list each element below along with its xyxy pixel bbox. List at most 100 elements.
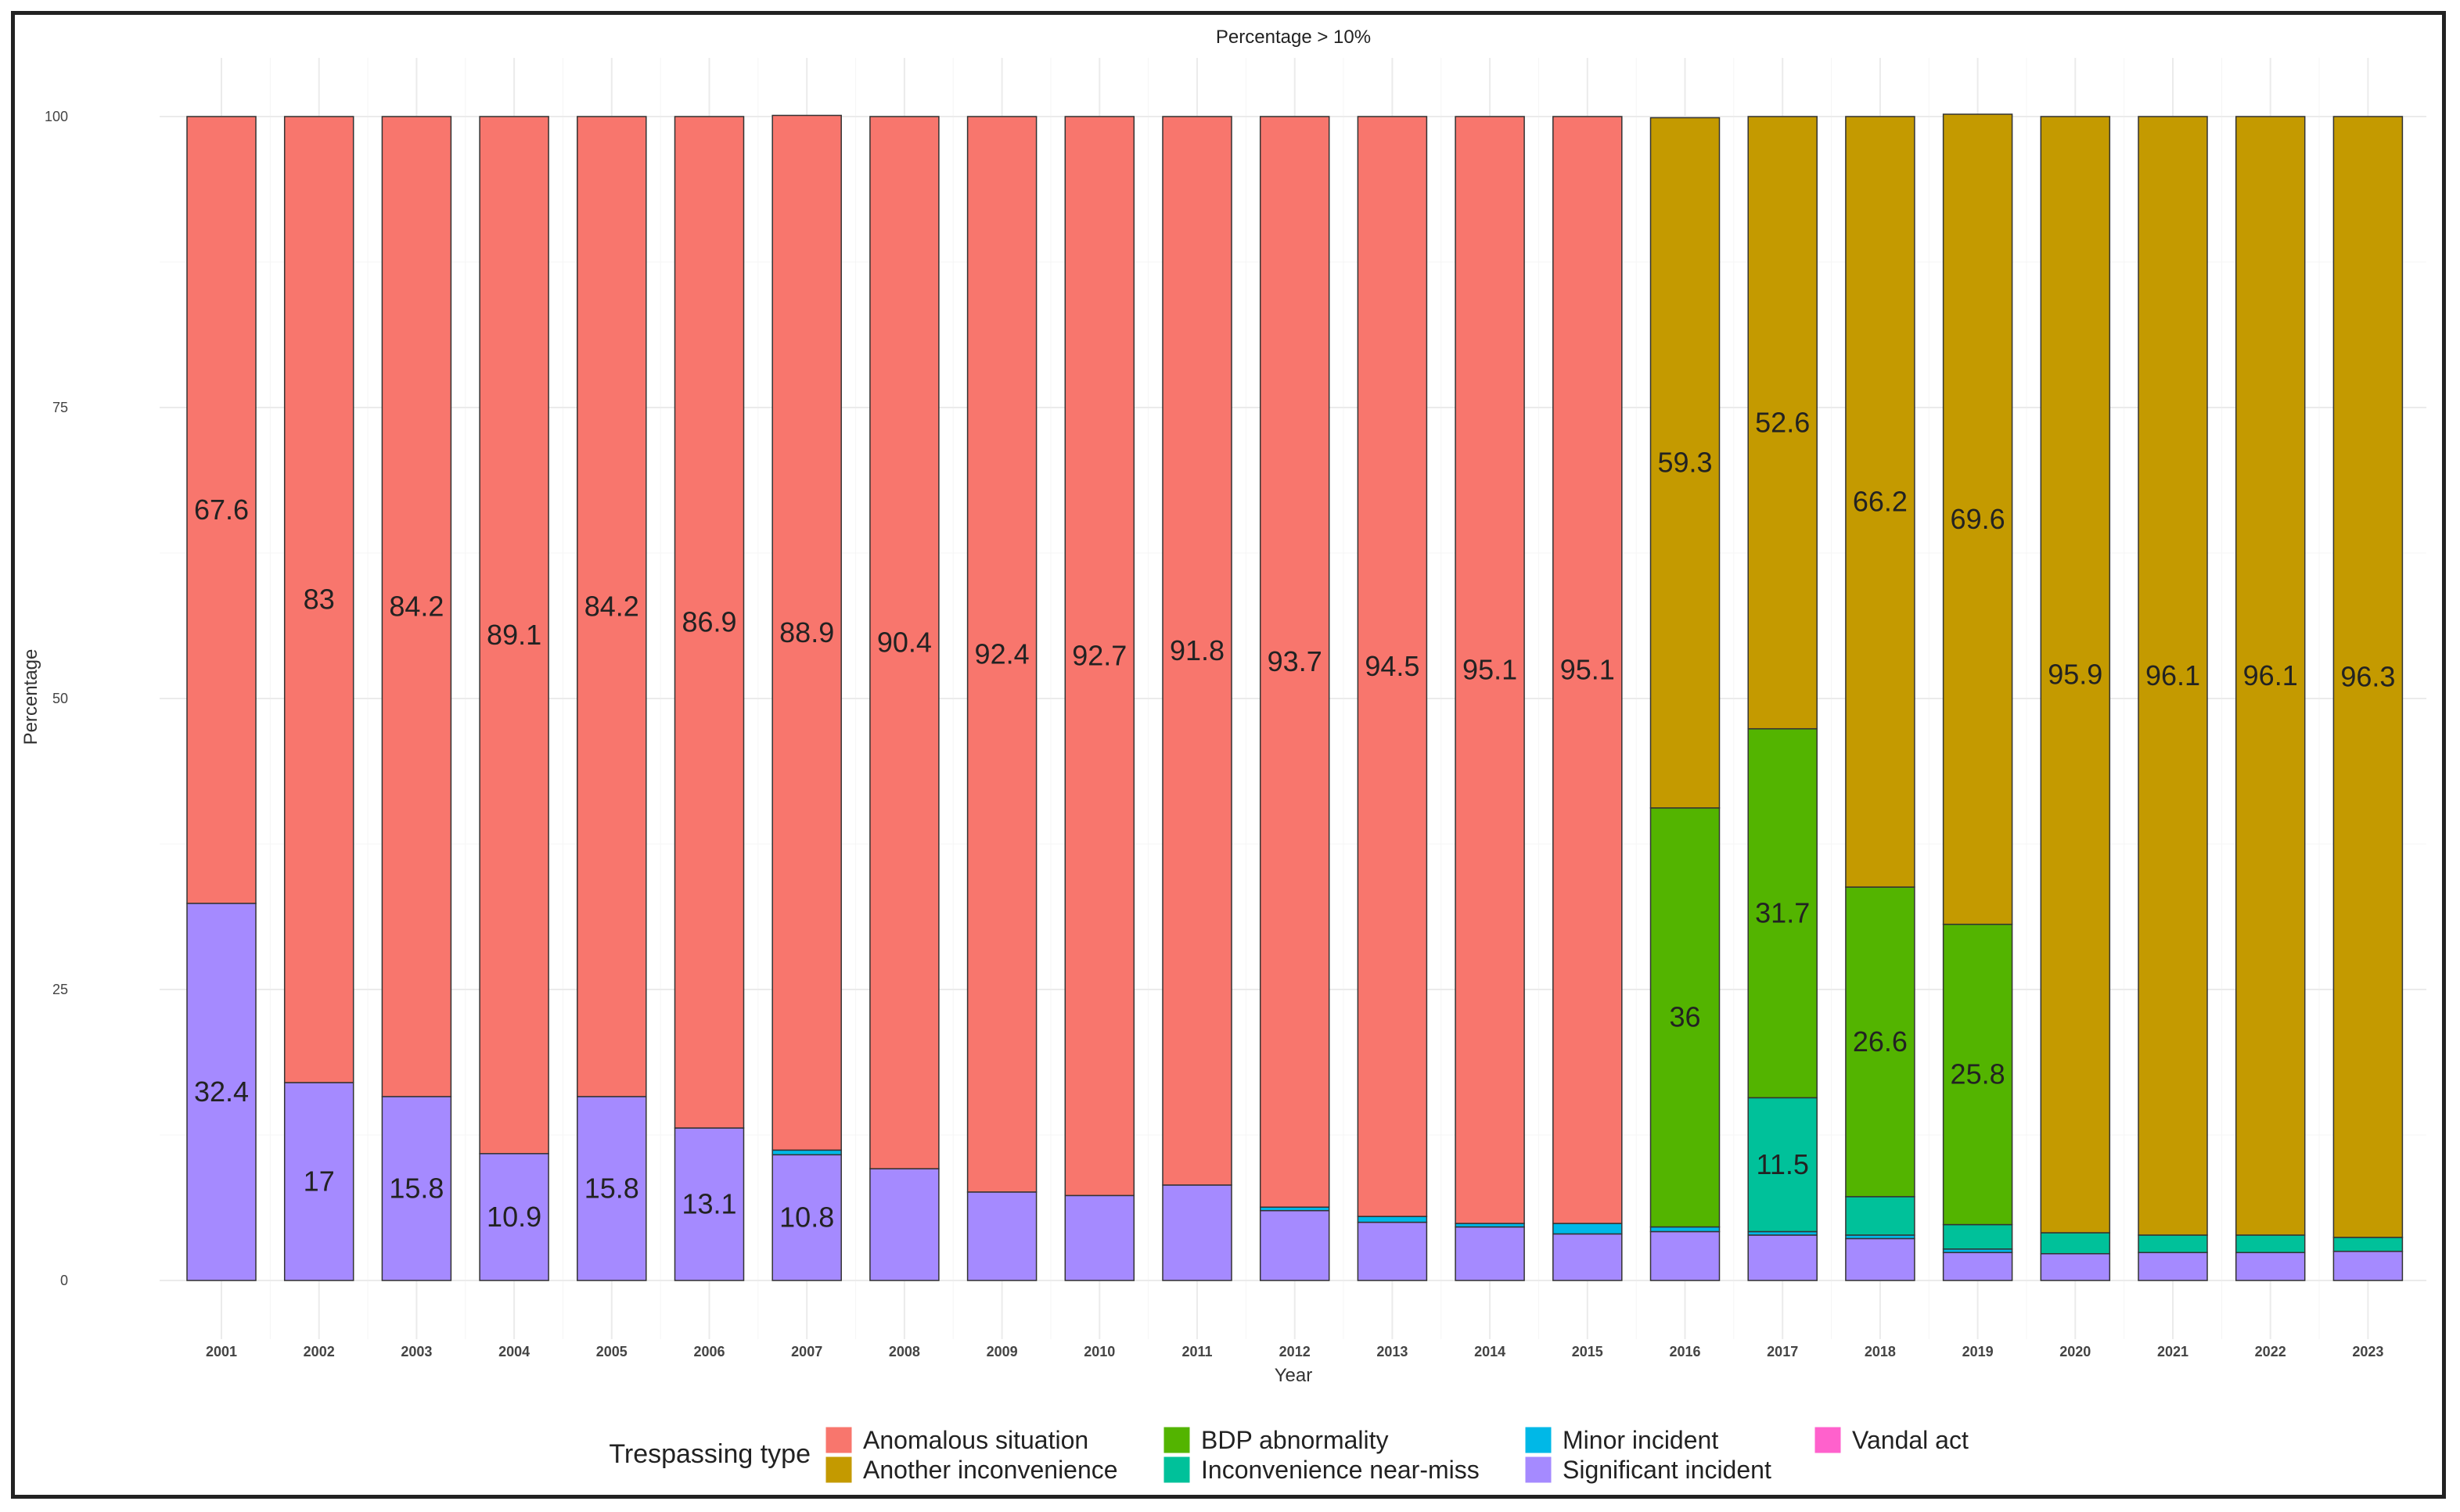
x-tick-label-2021: 2021 — [2157, 1344, 2188, 1359]
legend-label-significant-incident: Significant incident — [1563, 1456, 1771, 1484]
x-tick-label-2023: 2023 — [2352, 1344, 2383, 1359]
y-tick-label-75: 75 — [52, 400, 68, 415]
x-tick-label-2022: 2022 — [2255, 1344, 2286, 1359]
data-label-2023-another-inconvenience: 96.3 — [2340, 660, 2395, 692]
bar-segment-2007-anomalous-situation — [771, 114, 842, 1151]
bar-segment-2006-significant-incident — [674, 1127, 745, 1281]
bar-segment-2011-anomalous-situation — [1162, 116, 1232, 1186]
bar-segment-2022-significant-incident — [2235, 1252, 2306, 1281]
data-label-2013-anomalous-situation: 94.5 — [1365, 650, 1419, 682]
bar-segment-2004-anomalous-situation — [479, 116, 549, 1155]
data-label-2008-anomalous-situation: 90.4 — [877, 627, 932, 659]
bar-segment-2023-significant-incident — [2332, 1251, 2404, 1281]
bar-segment-2018-significant-incident — [1845, 1237, 1915, 1281]
data-label-2004-anomalous-situation: 89.1 — [487, 619, 541, 651]
data-label-2003-significant-incident: 15.8 — [389, 1172, 444, 1204]
bars-layer — [186, 113, 2404, 1281]
data-label-2012-anomalous-situation: 93.7 — [1268, 645, 1322, 677]
bar-segment-2012-anomalous-situation — [1259, 116, 1330, 1209]
y-tick-label-25: 25 — [52, 982, 68, 997]
bar-segment-2023-inconvenience-near-miss — [2332, 1237, 2404, 1252]
figure-frame: 67.6 32.4 83 17 84.2 15.8 89.1 10.9 84.2 15.8 86.9… — [11, 11, 2446, 1499]
data-label-2021-another-inconvenience: 96.1 — [2145, 659, 2200, 691]
bar-segment-2017-another-inconvenience — [1747, 116, 1818, 730]
x-tick-label-2005: 2005 — [596, 1344, 628, 1359]
bar-segment-2017-inconvenience-near-miss — [1747, 1097, 1818, 1233]
bar-segment-2005-anomalous-situation — [577, 116, 647, 1097]
bar-segment-2005-significant-incident — [577, 1096, 647, 1281]
bar-segment-2009-significant-incident — [966, 1191, 1038, 1281]
x-tick-label-2011: 2011 — [1181, 1344, 1212, 1359]
x-tick-label-2007: 2007 — [791, 1344, 822, 1359]
legend-swatch-bdp-abnormality — [1163, 1426, 1191, 1454]
bar-segment-2019-inconvenience-near-miss — [1942, 1223, 2013, 1250]
x-tick-label-2004: 2004 — [498, 1344, 530, 1359]
data-label-2019-bdp-abnormality: 25.8 — [1951, 1058, 2005, 1090]
legend-label-another-inconvenience: Another inconvenience — [863, 1456, 1118, 1484]
bar-segment-2022-inconvenience-near-miss — [2235, 1234, 2306, 1254]
legend: Trespassing type Anomalous situationAnot… — [609, 1426, 1969, 1484]
bar-segment-2023-another-inconvenience — [2332, 116, 2404, 1238]
data-label-2005-significant-incident: 15.8 — [584, 1172, 639, 1204]
data-label-2009-anomalous-situation: 92.4 — [975, 637, 1030, 670]
bar-segment-2020-another-inconvenience — [2040, 116, 2111, 1234]
data-labels-layer: 67.6 32.4 83 17 84.2 15.8 89.1 10.9 84.2 15.8 86.9… — [194, 406, 2395, 1233]
bar-segment-2003-anomalous-situation — [381, 116, 452, 1097]
data-label-2011-anomalous-situation: 91.8 — [1170, 634, 1225, 666]
chart-title: Percentage > 10% — [1216, 27, 1371, 48]
legend-label-anomalous-situation: Anomalous situation — [863, 1426, 1088, 1454]
y-tick-label-100: 100 — [45, 109, 68, 124]
data-label-2017-bdp-abnormality: 31.7 — [1755, 897, 1810, 929]
data-label-2019-another-inconvenience: 69.6 — [1951, 503, 2005, 535]
data-label-2001-significant-incident: 32.4 — [194, 1076, 249, 1108]
bar-segment-2018-another-inconvenience — [1845, 116, 1915, 888]
bar-segment-2011-significant-incident — [1162, 1184, 1232, 1281]
bar-segment-2021-inconvenience-near-miss — [2138, 1234, 2208, 1254]
bar-segment-2016-minor-incident — [1649, 1226, 1721, 1233]
data-label-2002-anomalous-situation: 83 — [304, 584, 335, 616]
legend-swatch-another-inconvenience — [825, 1456, 853, 1484]
data-label-2005-anomalous-situation: 84.2 — [584, 590, 639, 622]
x-tick-label-2010: 2010 — [1084, 1344, 1115, 1359]
data-label-2004-significant-incident: 10.9 — [487, 1201, 541, 1233]
bar-segment-2019-another-inconvenience — [1942, 113, 2013, 925]
legend-swatch-inconvenience-near-miss — [1163, 1456, 1191, 1484]
data-label-2003-anomalous-situation: 84.2 — [389, 590, 444, 622]
bar-segment-2008-anomalous-situation — [869, 116, 940, 1169]
legend-swatch-minor-incident — [1524, 1426, 1552, 1454]
x-tick-label-2003: 2003 — [401, 1344, 432, 1359]
bar-segment-2021-significant-incident — [2138, 1252, 2208, 1281]
data-label-2001-anomalous-situation: 67.6 — [194, 494, 249, 526]
x-tick-label-2006: 2006 — [693, 1344, 725, 1359]
legend-swatch-vandal-act — [1814, 1426, 1842, 1454]
bar-segment-2016-bdp-abnormality — [1649, 807, 1721, 1228]
x-tick-label-2012: 2012 — [1279, 1344, 1311, 1359]
stacked-bar-chart: 67.6 32.4 83 17 84.2 15.8 89.1 10.9 84.2 15.8 86.9… — [20, 27, 2426, 1484]
bar-segment-2010-anomalous-situation — [1064, 116, 1135, 1197]
bar-segment-2014-anomalous-situation — [1455, 116, 1525, 1224]
bar-segment-2013-significant-incident — [1357, 1221, 1428, 1281]
bar-segment-2016-another-inconvenience — [1649, 117, 1721, 809]
bar-segment-2018-bdp-abnormality — [1845, 886, 1915, 1198]
legend-swatch-anomalous-situation — [825, 1426, 853, 1454]
bar-segment-2001-significant-incident — [186, 903, 257, 1281]
bar-segment-2020-inconvenience-near-miss — [2040, 1232, 2111, 1255]
data-label-2007-anomalous-situation: 88.9 — [779, 616, 834, 648]
bar-segment-2004-significant-incident — [479, 1153, 549, 1281]
bar-segment-2013-anomalous-situation — [1357, 116, 1428, 1217]
legend-swatch-significant-incident — [1524, 1456, 1552, 1484]
bar-segment-2006-anomalous-situation — [674, 116, 745, 1129]
y-axis-title: Percentage — [20, 649, 41, 745]
data-label-2015-anomalous-situation: 95.1 — [1560, 654, 1615, 686]
data-label-2007-significant-incident: 10.8 — [779, 1201, 834, 1234]
x-tick-label-2017: 2017 — [1767, 1344, 1798, 1359]
x-tick-label-2013: 2013 — [1376, 1344, 1408, 1359]
x-axis-title: Year — [1275, 1365, 1313, 1386]
bar-segment-2009-anomalous-situation — [966, 116, 1038, 1193]
bar-segment-2019-significant-incident — [1942, 1252, 2013, 1281]
bar-segment-2014-significant-incident — [1455, 1226, 1525, 1281]
bar-segment-2016-significant-incident — [1649, 1230, 1721, 1281]
data-label-2022-another-inconvenience: 96.1 — [2243, 659, 2298, 691]
data-label-2016-another-inconvenience: 59.3 — [1657, 447, 1712, 479]
legend-title: Trespassing type — [609, 1439, 811, 1469]
